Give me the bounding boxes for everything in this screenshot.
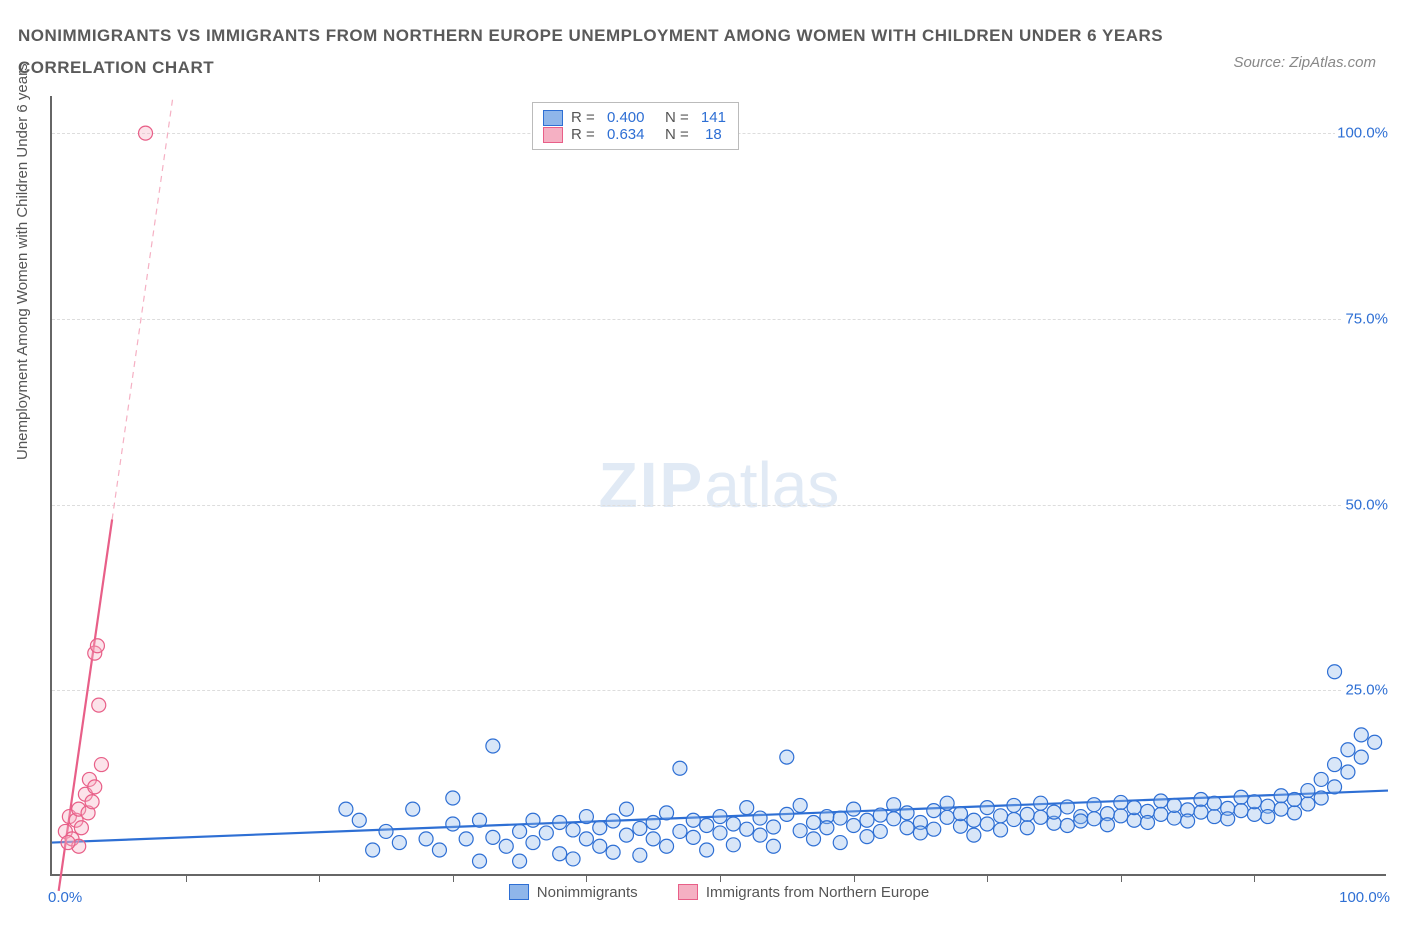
- x-tick: [987, 874, 988, 882]
- source-attribution: Source: ZipAtlas.com: [1233, 54, 1376, 71]
- swatch-nonimmigrants-icon: [509, 884, 529, 900]
- chart-title-line-2: CORRELATION CHART: [18, 58, 214, 77]
- swatch-immigrants-icon: [678, 884, 698, 900]
- legend-row-immigrants: R = 0.634 N = 18: [543, 126, 726, 143]
- x-tick: [319, 874, 320, 882]
- x-tick: [1254, 874, 1255, 882]
- x-tick: [586, 874, 587, 882]
- x-tick: [453, 874, 454, 882]
- x-tick: [186, 874, 187, 882]
- legend-row-nonimmigrants: R = 0.400 N = 141: [543, 109, 726, 126]
- x-tick: [720, 874, 721, 882]
- scatter-plot-svg: [52, 96, 1386, 874]
- swatch-nonimmigrants: [543, 110, 563, 126]
- y-axis-label: Unemployment Among Women with Children U…: [14, 63, 31, 460]
- chart-title-line-1: NONIMMIGRANTS VS IMMIGRANTS FROM NORTHER…: [18, 26, 1163, 45]
- x-tick: [1121, 874, 1122, 882]
- plot-area: ZIPatlas 25.0%50.0%75.0%100.0% R = 0.400…: [50, 96, 1386, 876]
- legend-item-nonimmigrants: Nonimmigrants: [509, 884, 638, 901]
- series-legend: Nonimmigrants Immigrants from Northern E…: [52, 884, 1386, 905]
- legend-item-immigrants: Immigrants from Northern Europe: [678, 884, 929, 901]
- correlation-legend: R = 0.400 N = 141 R = 0.634 N = 18: [532, 102, 739, 150]
- swatch-immigrants: [543, 127, 563, 143]
- x-tick: [854, 874, 855, 882]
